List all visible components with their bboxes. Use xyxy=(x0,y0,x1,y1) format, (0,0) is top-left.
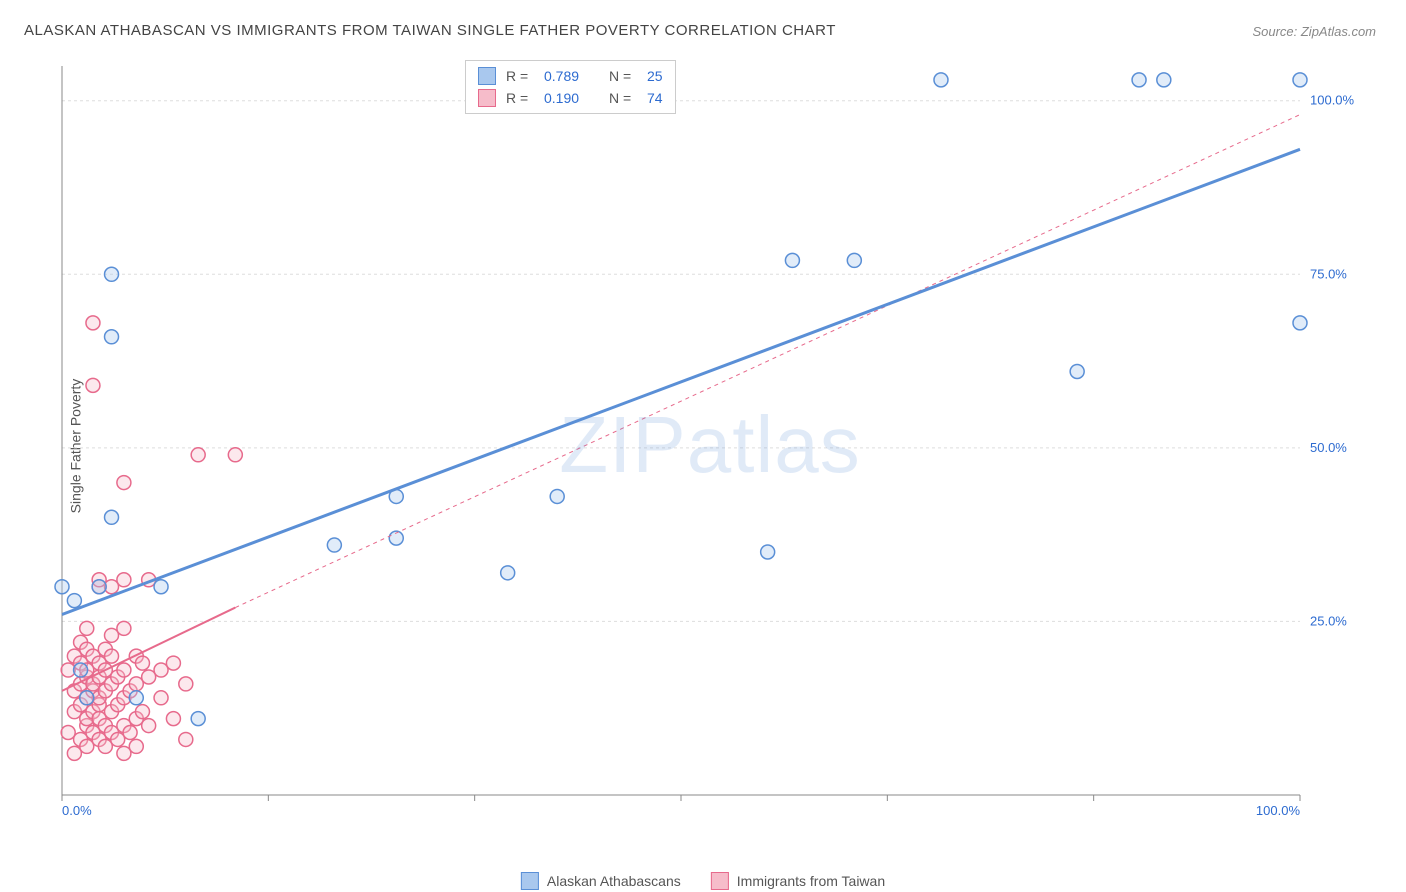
scatter-plot: 25.0%50.0%75.0%100.0%0.0%100.0% ZIPatlas xyxy=(50,60,1370,830)
swatch-series-2 xyxy=(478,89,496,107)
r-value-1: 0.789 xyxy=(544,68,599,84)
r-label: R = xyxy=(506,90,534,106)
swatch-series-2 xyxy=(711,872,729,890)
n-value-1: 25 xyxy=(647,68,663,84)
swatch-series-1 xyxy=(521,872,539,890)
r-label: R = xyxy=(506,68,534,84)
stats-row-series-2: R = 0.190 N = 74 xyxy=(466,87,675,109)
swatch-series-1 xyxy=(478,67,496,85)
svg-text:50.0%: 50.0% xyxy=(1310,440,1347,455)
n-label: N = xyxy=(609,68,637,84)
correlation-stats-legend: R = 0.789 N = 25 R = 0.190 N = 74 xyxy=(465,60,676,114)
legend-label-1: Alaskan Athabascans xyxy=(547,873,681,889)
series-legend: Alaskan Athabascans Immigrants from Taiw… xyxy=(521,872,885,890)
svg-text:0.0%: 0.0% xyxy=(62,803,92,818)
svg-text:100.0%: 100.0% xyxy=(1310,93,1355,108)
chart-title: ALASKAN ATHABASCAN VS IMMIGRANTS FROM TA… xyxy=(24,22,836,39)
legend-label-2: Immigrants from Taiwan xyxy=(737,873,885,889)
n-label: N = xyxy=(609,90,637,106)
svg-text:25.0%: 25.0% xyxy=(1310,613,1347,628)
r-value-2: 0.190 xyxy=(544,90,599,106)
svg-text:75.0%: 75.0% xyxy=(1310,266,1347,281)
source-attribution: Source: ZipAtlas.com xyxy=(1252,24,1376,39)
svg-text:100.0%: 100.0% xyxy=(1256,803,1301,818)
stats-row-series-1: R = 0.789 N = 25 xyxy=(466,65,675,87)
n-value-2: 74 xyxy=(647,90,663,106)
legend-item-2: Immigrants from Taiwan xyxy=(711,872,885,890)
chart-canvas: 25.0% 50.0% 75.0% 100.0% 0.0% 100.0% xyxy=(50,60,1370,830)
legend-item-1: Alaskan Athabascans xyxy=(521,872,681,890)
